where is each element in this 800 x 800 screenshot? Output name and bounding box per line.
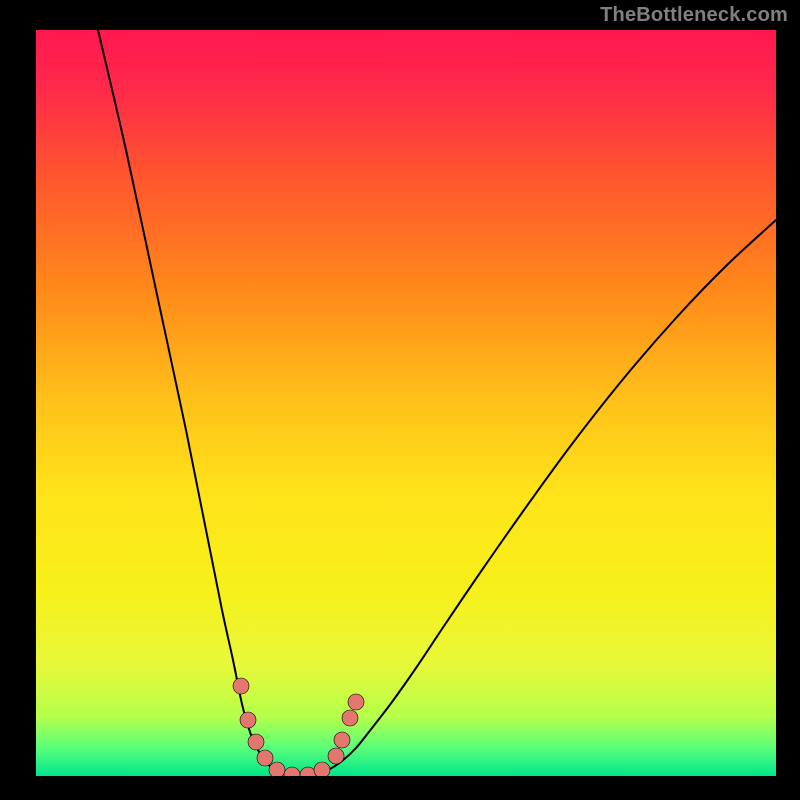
- plot-area: [36, 30, 776, 776]
- curve-marker: [248, 734, 264, 750]
- curve-marker: [328, 748, 344, 764]
- curve-marker: [240, 712, 256, 728]
- curve-marker: [348, 694, 364, 710]
- watermark-text: TheBottleneck.com: [600, 4, 788, 27]
- curve-marker: [269, 762, 285, 776]
- curve-marker: [233, 678, 249, 694]
- curve-marker: [342, 710, 358, 726]
- curve-marker: [257, 750, 273, 766]
- curve-marker: [314, 762, 330, 776]
- curve-marker: [334, 732, 350, 748]
- chart-svg: [36, 30, 776, 776]
- chart-frame: TheBottleneck.com: [0, 0, 800, 800]
- plot-background: [36, 30, 776, 776]
